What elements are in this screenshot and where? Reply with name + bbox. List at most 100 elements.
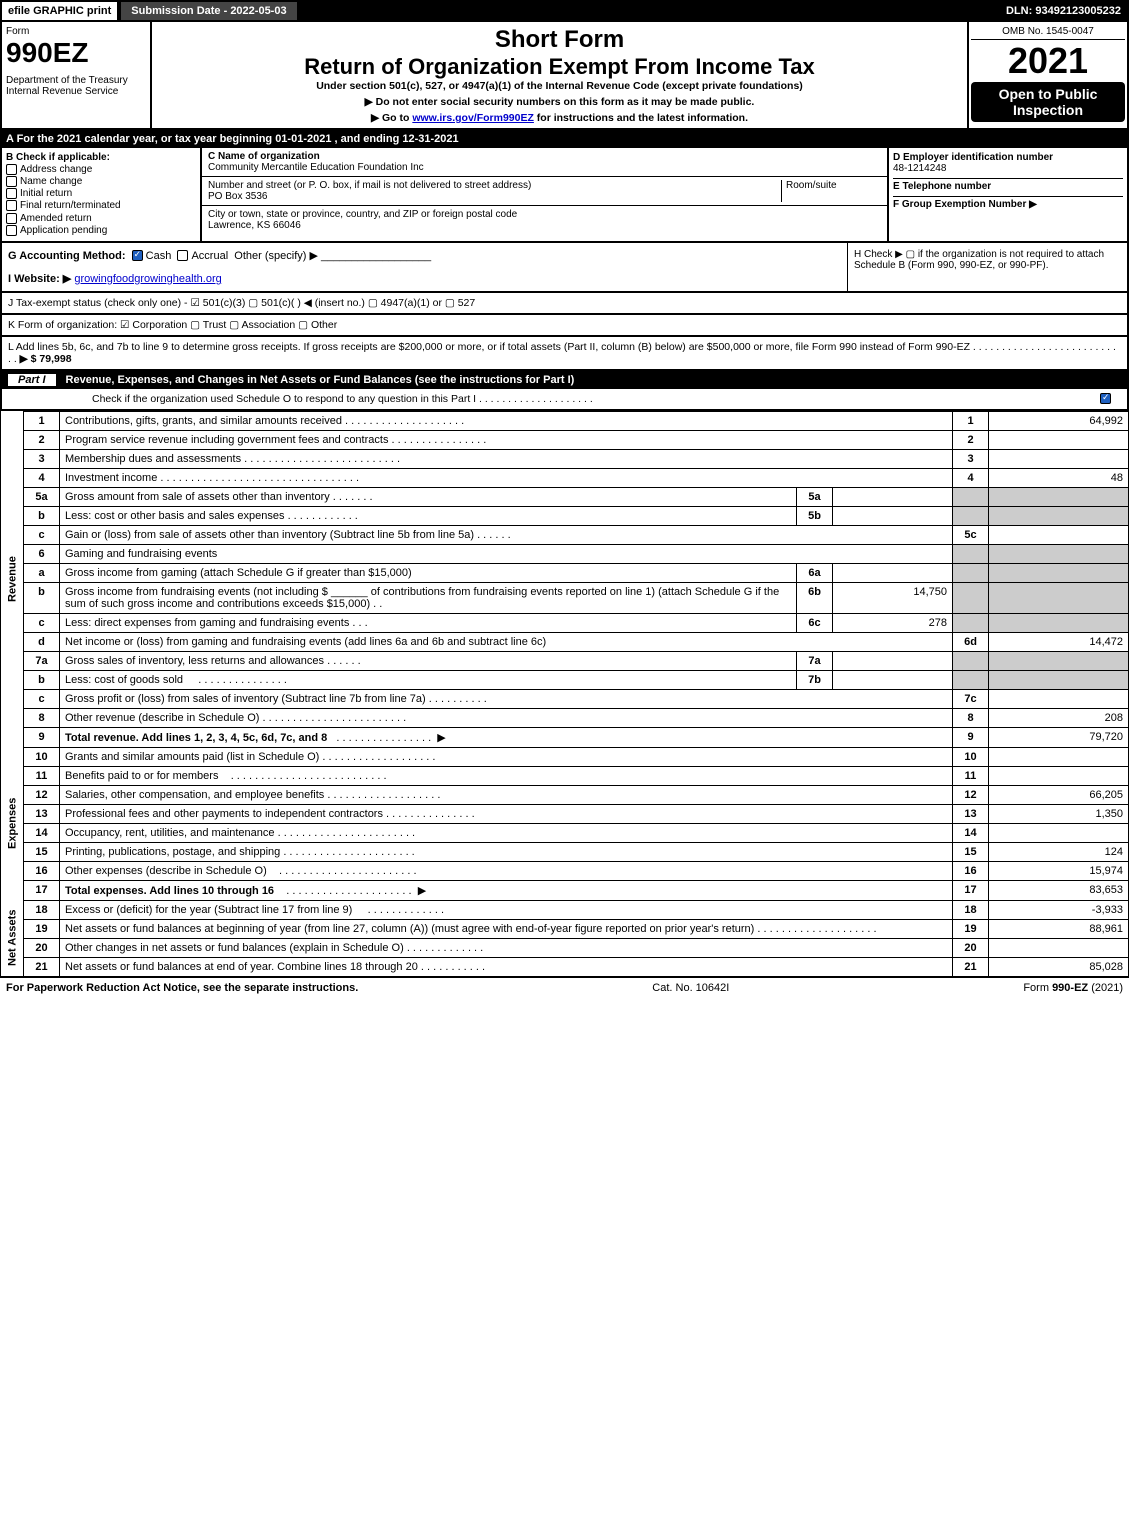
form-number: 990EZ (6, 37, 146, 69)
line-9-text: Total revenue. Add lines 1, 2, 3, 4, 5c,… (60, 727, 953, 747)
header-left: Form 990EZ Department of the Treasury In… (2, 22, 152, 128)
line-6d-text: Net income or (loss) from gaming and fun… (60, 632, 953, 651)
ssn-warning: ▶ Do not enter social security numbers o… (156, 96, 963, 108)
line-17-text: Total expenses. Add lines 10 through 16 … (60, 880, 953, 900)
city-row: City or town, state or province, country… (202, 206, 887, 234)
section-d-e-f: D Employer identification number 48-1214… (887, 148, 1127, 241)
chk-initial-return[interactable]: Initial return (6, 188, 196, 199)
line-5b-text: Less: cost or other basis and sales expe… (60, 506, 797, 525)
part1-label: Part I (8, 374, 56, 386)
line-16-text: Other expenses (describe in Schedule O) … (60, 861, 953, 880)
org-name-row: C Name of organization Community Mercant… (202, 148, 887, 177)
line-6d-amt: 14,472 (989, 632, 1129, 651)
line-21-text: Net assets or fund balances at end of ye… (60, 957, 953, 976)
header-center: Short Form Return of Organization Exempt… (152, 22, 967, 128)
revenue-side-label: Revenue (1, 411, 24, 747)
line-6c-midamt: 278 (833, 613, 953, 632)
form-header: Form 990EZ Department of the Treasury In… (0, 22, 1129, 130)
website-label: I Website: ▶ (8, 273, 71, 285)
phone-label: E Telephone number (893, 178, 1123, 192)
section-a-tax-year: A For the 2021 calendar year, or tax yea… (0, 130, 1129, 148)
tax-year: 2021 (971, 40, 1125, 82)
chk-address-change[interactable]: Address change (6, 164, 196, 175)
dept-treasury: Department of the Treasury (6, 75, 146, 86)
note2-pre: ▶ Go to (371, 112, 412, 124)
omb-number: OMB No. 1545-0047 (971, 24, 1125, 40)
line-17-amt: 83,653 (989, 880, 1129, 900)
line-8-text: Other revenue (describe in Schedule O) .… (60, 708, 953, 727)
line-5a-midamt (833, 487, 953, 506)
dln-label: DLN: 93492123005232 (998, 0, 1129, 22)
line-8-amt: 208 (989, 708, 1129, 727)
line-7a-text: Gross sales of inventory, less returns a… (60, 651, 797, 670)
chk-name-change[interactable]: Name change (6, 176, 196, 187)
section-j: J Tax-exempt status (check only one) - ☑… (0, 293, 1129, 315)
line-18-amt: -3,933 (989, 900, 1129, 919)
netassets-side-label: Net Assets (1, 900, 24, 976)
street-label: Number and street (or P. O. box, if mail… (208, 180, 531, 191)
street-value: PO Box 3536 (208, 191, 267, 202)
line-6-text: Gaming and fundraising events (60, 544, 953, 563)
chk-application-pending[interactable]: Application pending (6, 225, 196, 236)
form-title: Return of Organization Exempt From Incom… (156, 54, 963, 80)
website-link[interactable]: growingfoodgrowinghealth.org (74, 273, 221, 285)
chk-amended-return[interactable]: Amended return (6, 213, 196, 224)
line-2-amt (989, 430, 1129, 449)
line-15-text: Printing, publications, postage, and shi… (60, 842, 953, 861)
footer-right: Form 990-EZ (2021) (1023, 982, 1123, 994)
chk-cash[interactable] (132, 250, 143, 261)
line-4-amt: 48 (989, 468, 1129, 487)
expenses-side-label: Expenses (1, 747, 24, 900)
line-10-text: Grants and similar amounts paid (list in… (60, 747, 953, 766)
instructions-link[interactable]: www.irs.gov/Form990EZ (412, 112, 534, 124)
line-20-text: Other changes in net assets or fund bala… (60, 938, 953, 957)
section-l-amount: ▶ $ 79,998 (20, 353, 72, 365)
line-18-text: Excess or (deficit) for the year (Subtra… (60, 900, 953, 919)
street-row: Number and street (or P. O. box, if mail… (202, 177, 887, 206)
org-name: Community Mercantile Education Foundatio… (208, 162, 424, 173)
section-k: K Form of organization: ☑ Corporation ▢ … (0, 315, 1129, 337)
form-word: Form (6, 26, 146, 37)
line-15-amt: 124 (989, 842, 1129, 861)
submission-date-label: Submission Date - 2022-05-03 (119, 0, 298, 22)
part1-check-note: Check if the organization used Schedule … (0, 389, 1129, 411)
efile-print-button[interactable]: efile GRAPHIC print (0, 0, 119, 22)
chk-final-return[interactable]: Final return/terminated (6, 200, 196, 211)
line-6c-text: Less: direct expenses from gaming and fu… (60, 613, 797, 632)
page-footer: For Paperwork Reduction Act Notice, see … (0, 977, 1129, 998)
line-5b-midamt (833, 506, 953, 525)
note2-post: for instructions and the latest informat… (534, 112, 748, 124)
line-16-amt: 15,974 (989, 861, 1129, 880)
line-11-text: Benefits paid to or for members . . . . … (60, 766, 953, 785)
line-5a-text: Gross amount from sale of assets other t… (60, 487, 797, 506)
section-h: H Check ▶ ▢ if the organization is not r… (847, 243, 1127, 291)
line-7c-text: Gross profit or (loss) from sales of inv… (60, 689, 953, 708)
line-21-amt: 85,028 (989, 957, 1129, 976)
line-6b-text: Gross income from fundraising events (no… (60, 582, 797, 613)
short-form-title: Short Form (156, 26, 963, 54)
line-13-amt: 1,350 (989, 804, 1129, 823)
section-l: L Add lines 5b, 6c, and 7b to line 9 to … (0, 337, 1129, 371)
line-9-amt: 79,720 (989, 727, 1129, 747)
section-l-text: L Add lines 5b, 6c, and 7b to line 9 to … (8, 341, 970, 353)
line-2-text: Program service revenue including govern… (60, 430, 953, 449)
form-subtitle: Under section 501(c), 527, or 4947(a)(1)… (156, 80, 963, 92)
part1-title: Revenue, Expenses, and Changes in Net As… (66, 374, 575, 386)
topbar: efile GRAPHIC print Submission Date - 20… (0, 0, 1129, 22)
line-1-box: 1 (953, 411, 989, 430)
line-6b-midamt: 14,750 (833, 582, 953, 613)
line-13-text: Professional fees and other payments to … (60, 804, 953, 823)
line-6a-text: Gross income from gaming (attach Schedul… (60, 563, 797, 582)
other-specify: Other (specify) ▶ (234, 250, 318, 262)
chk-schedule-o[interactable] (1100, 393, 1111, 404)
line-4-text: Investment income . . . . . . . . . . . … (60, 468, 953, 487)
section-g: G Accounting Method: Cash Accrual Other … (2, 243, 847, 291)
line-3-text: Membership dues and assessments . . . . … (60, 449, 953, 468)
chk-accrual[interactable] (177, 250, 188, 261)
part1-table: Revenue 1 Contributions, gifts, grants, … (0, 411, 1129, 977)
ein-value: 48-1214248 (893, 163, 1123, 174)
line-1-num: 1 (24, 411, 60, 430)
instructions-link-row: ▶ Go to www.irs.gov/Form990EZ for instru… (156, 112, 963, 124)
line-12-amt: 66,205 (989, 785, 1129, 804)
org-name-label: C Name of organization (208, 151, 320, 162)
